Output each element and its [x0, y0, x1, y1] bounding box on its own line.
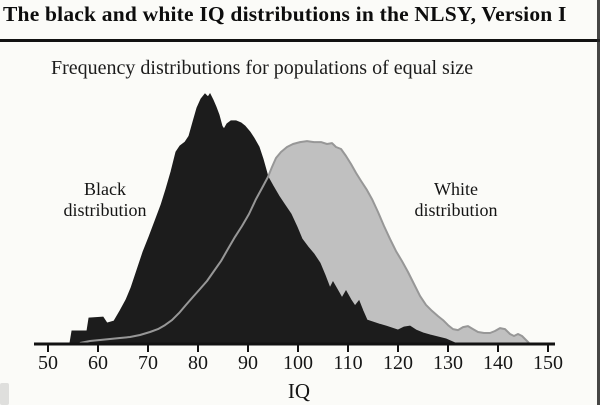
x-tick-label: 100	[283, 352, 313, 374]
x-axis-ticks	[47, 344, 549, 352]
black-distribution-area	[69, 93, 456, 344]
x-axis-tick-labels: 50 60 70 80 90 100 110 120 130 140 150	[38, 352, 563, 374]
black-distribution-label-line2: distribution	[63, 200, 147, 220]
scan-smudge	[0, 383, 9, 405]
x-tick-label: 140	[483, 352, 513, 374]
white-distribution-outline	[79, 140, 530, 344]
x-tick-label: 130	[433, 352, 463, 374]
x-tick-label: 120	[383, 352, 413, 374]
x-axis-title: IQ	[287, 379, 311, 403]
black-distribution-label-line1: Black	[84, 179, 126, 199]
white-distribution-label-line1: White	[434, 179, 478, 199]
x-tick-label: 150	[533, 352, 563, 374]
x-tick-label: 50	[38, 352, 58, 374]
figure-title: The black and white IQ distributions in …	[3, 2, 567, 26]
x-tick-label: 80	[188, 352, 208, 374]
x-tick-label: 70	[138, 352, 158, 374]
x-tick-label: 110	[333, 352, 362, 374]
x-tick-label: 60	[88, 352, 108, 374]
black-distribution-label: Black distribution	[25, 179, 185, 221]
x-tick-label: 90	[238, 352, 258, 374]
scan-page-edge-line	[597, 0, 600, 405]
chart-subtitle: Frequency distributions for populations …	[51, 57, 474, 79]
title-rule	[0, 39, 600, 42]
white-distribution-label-line2: distribution	[414, 200, 498, 220]
white-distribution-label: White distribution	[376, 179, 536, 221]
